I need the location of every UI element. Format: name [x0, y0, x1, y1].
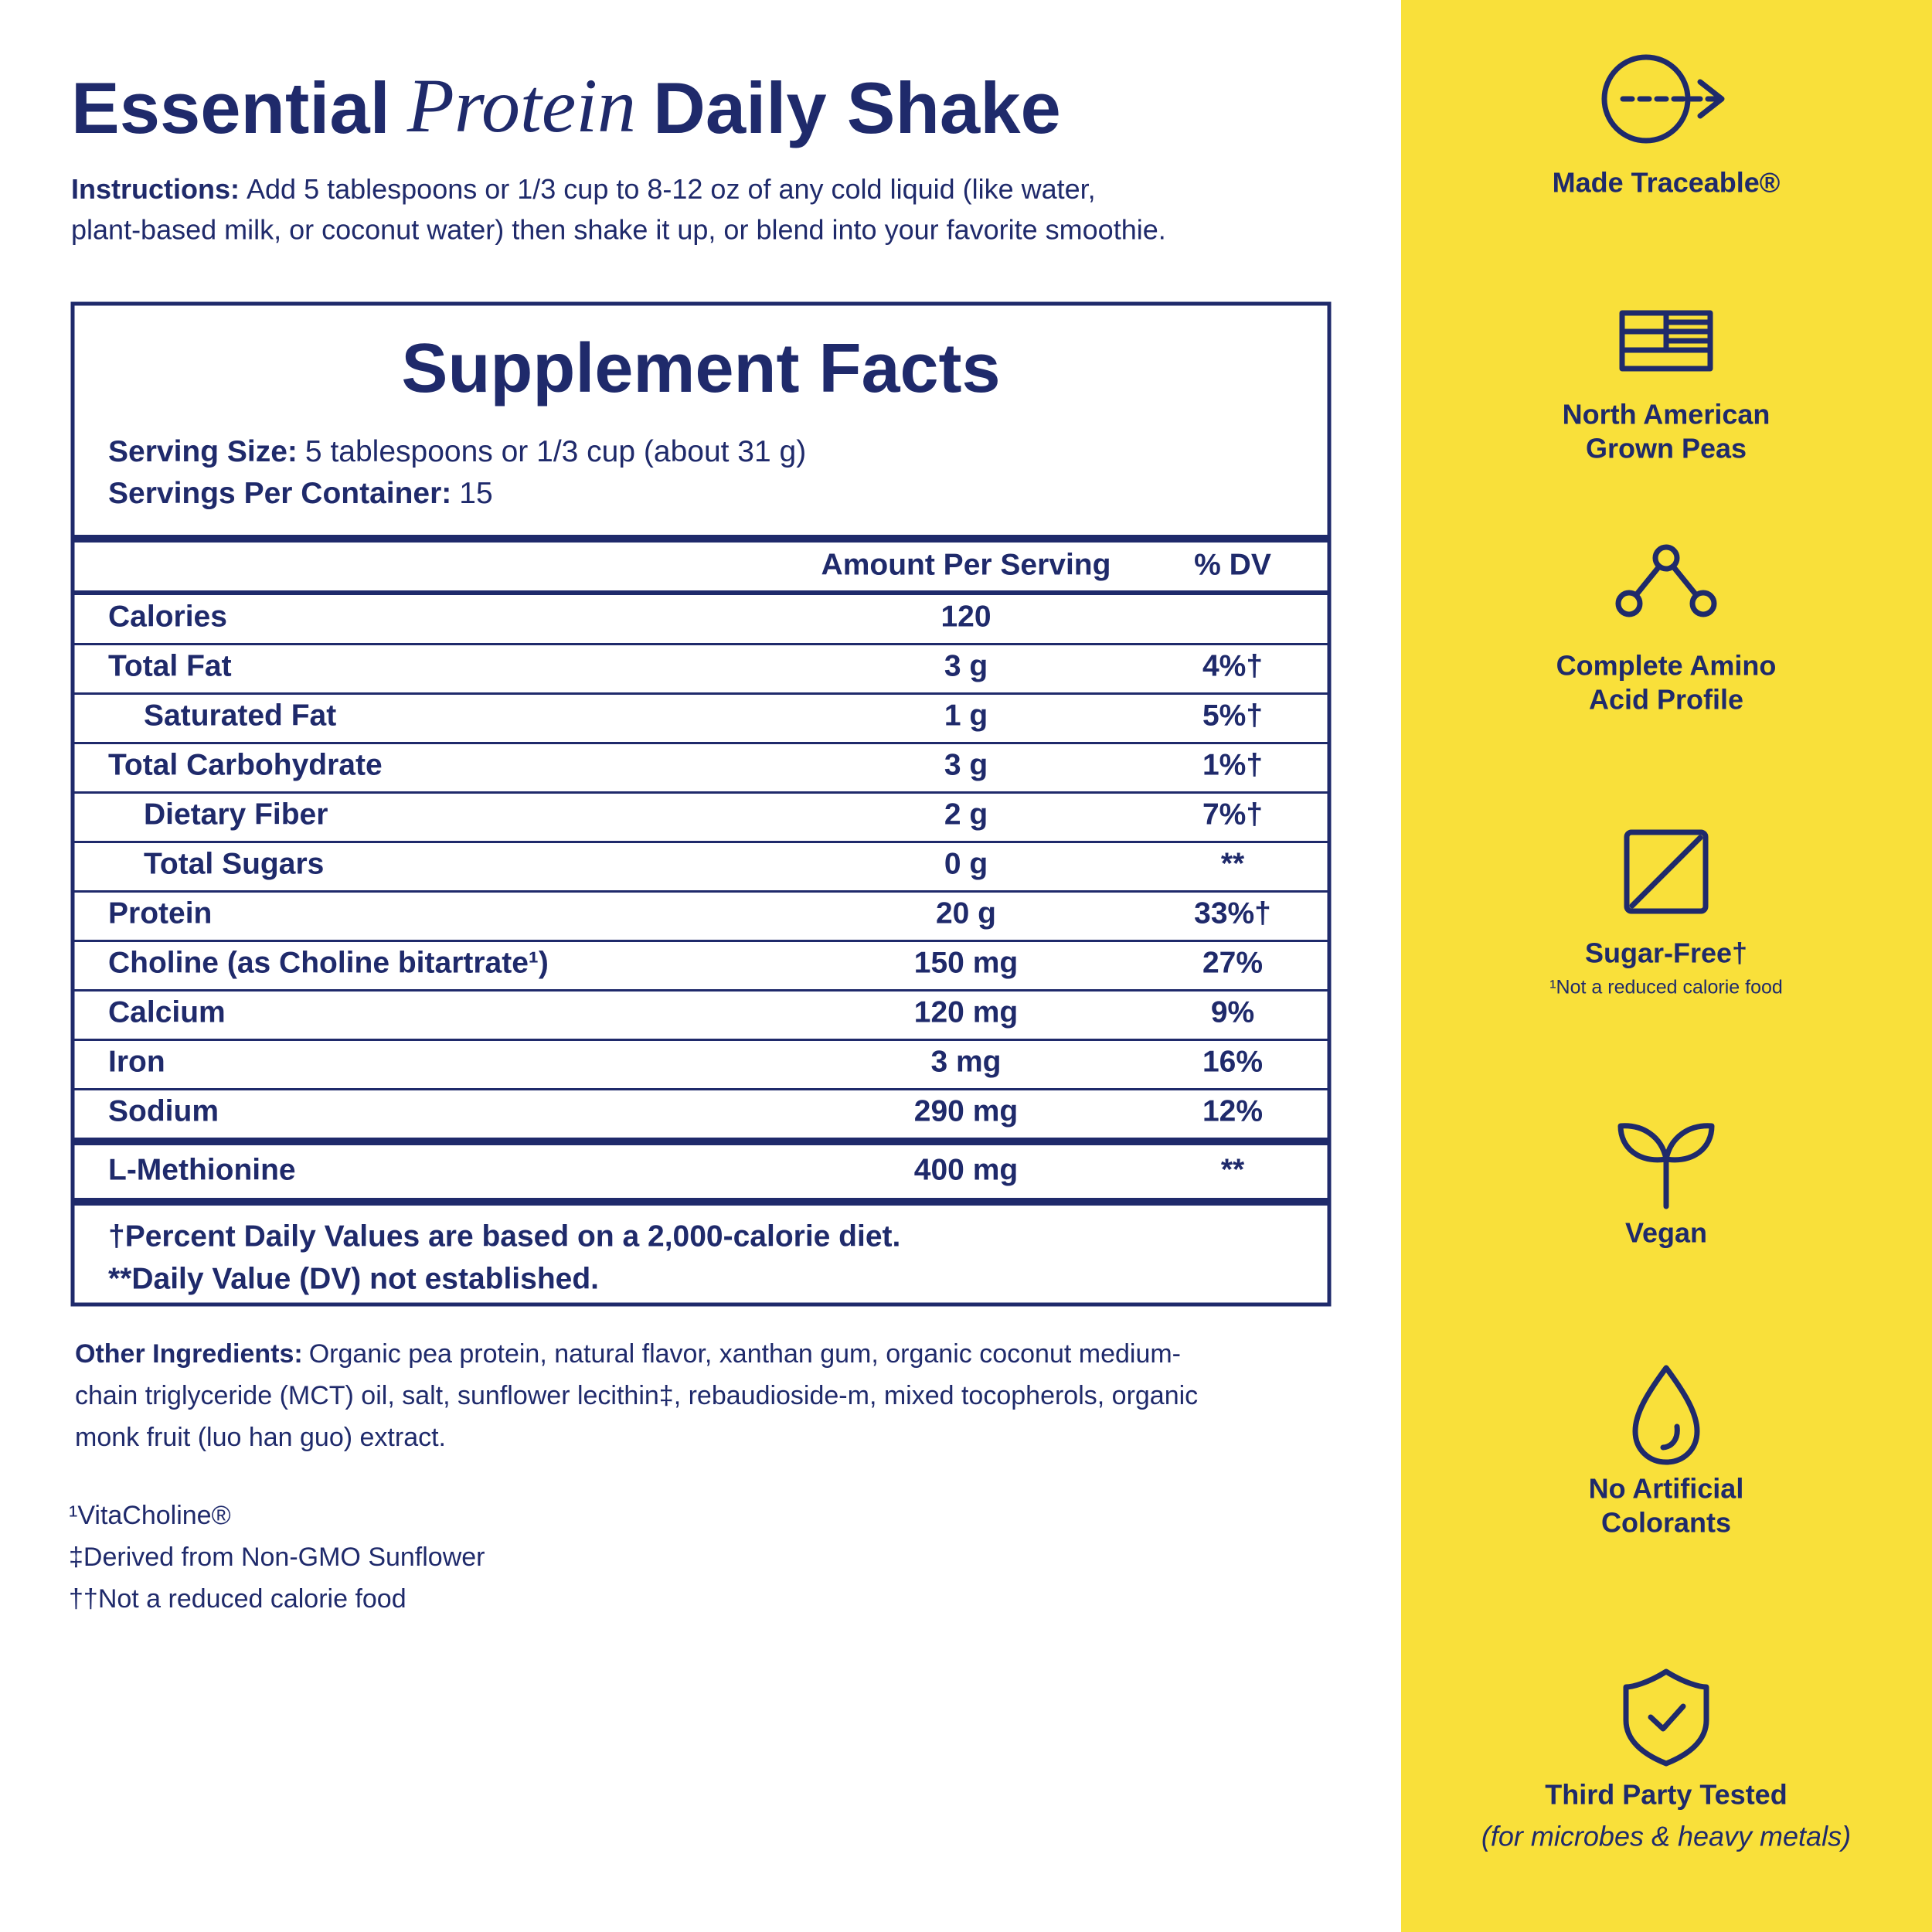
title-part: Essential: [71, 67, 390, 148]
row-rule: [73, 1088, 1329, 1090]
row-amount: 3 g: [944, 649, 988, 682]
row-amount: 120: [940, 600, 991, 633]
row-dv: 12%: [1202, 1094, 1263, 1128]
serving-size-value: 5 tablespoons or 1/3 cup (about 31 g): [305, 435, 806, 468]
column-header: Amount Per Serving: [821, 548, 1111, 581]
row-name: Calories: [108, 600, 227, 633]
row-amount: 0 g: [944, 847, 988, 880]
row-dv: 9%: [1211, 995, 1254, 1029]
row-dv: 27%: [1202, 946, 1263, 979]
row-amount: 400 mg: [914, 1153, 1018, 1186]
row-amount: 20 g: [936, 896, 996, 930]
row-rule: [73, 1039, 1329, 1041]
row-name: Iron: [108, 1045, 165, 1078]
badge-label: Sugar-Free†: [1585, 937, 1747, 969]
row-name: Protein: [108, 896, 212, 930]
icon-shield: [1623, 1668, 1709, 1767]
row-dv: 5%†: [1202, 699, 1263, 732]
row-name: Choline (as Choline bitartrate¹): [108, 946, 549, 979]
thick-rule: [73, 1198, 1329, 1206]
row-amount: 120 mg: [914, 995, 1018, 1029]
title-part: Daily Shake: [653, 67, 1061, 148]
ingredients-line: Other Ingredients: Organic pea protein, n…: [75, 1339, 1181, 1369]
badge-label: Grown Peas: [1586, 433, 1747, 464]
row-name: Total Carbohydrate: [108, 748, 383, 781]
badge-label: Complete Amino: [1556, 650, 1777, 682]
row-name: Dietary Fiber: [144, 798, 328, 831]
row-name: Total Sugars: [144, 847, 324, 880]
icon-vegan: [1617, 1123, 1715, 1209]
icon-amino: [1615, 544, 1717, 617]
servings: Servings Per Container: 15: [108, 477, 493, 510]
badge-label: Third Party Tested: [1545, 1779, 1787, 1811]
facts-footnote: **Daily Value (DV) not established.: [108, 1262, 599, 1295]
row-name: Saturated Fat: [144, 699, 336, 732]
row-name: Total Fat: [108, 649, 232, 682]
row-rule: [73, 841, 1329, 843]
title: Essential Protein Daily Shake: [71, 63, 1061, 148]
note: ‡Derived from Non-GMO Sunflower: [69, 1543, 485, 1572]
row-rule: [73, 643, 1329, 645]
servings-label: Servings Per Container:: [108, 477, 451, 510]
thick-rule: [73, 1138, 1329, 1145]
row-rule: [73, 940, 1329, 942]
row-rule: [73, 791, 1329, 794]
row-name: Sodium: [108, 1094, 219, 1128]
row-dv: 16%: [1202, 1045, 1263, 1078]
row-name: L-Methionine: [108, 1153, 296, 1186]
row-dv: 7%†: [1202, 798, 1263, 831]
instructions-line: plant-based milk, or coconut water) then…: [71, 214, 1166, 246]
row-rule: [73, 692, 1329, 695]
row-amount: 3 g: [944, 748, 988, 781]
row-rule: [73, 890, 1329, 893]
row-dv: 1%†: [1202, 748, 1263, 781]
icon-drop: [1632, 1365, 1700, 1465]
row-amount: 290 mg: [914, 1094, 1018, 1128]
row-rule: [73, 742, 1329, 744]
row-name: Calcium: [108, 995, 226, 1029]
note: ††Not a reduced calorie food: [69, 1584, 406, 1614]
instructions-label: Instructions:: [71, 173, 240, 205]
badge-label: Colorants: [1601, 1507, 1731, 1539]
instructions-text: Add 5 tablespoons or 1/3 cup to 8-12 oz …: [247, 173, 1096, 205]
row-rule: [73, 989, 1329, 992]
badge-label: No Artificial: [1589, 1473, 1744, 1505]
row-amount: 3 mg: [930, 1045, 1001, 1078]
title-part: Protein: [406, 63, 636, 148]
row-dv: 4%†: [1202, 649, 1263, 682]
row-amount: 150 mg: [914, 946, 1018, 979]
note: ¹VitaCholine®: [69, 1501, 231, 1530]
ingredients-text: Organic pea protein, natural flavor, xan…: [309, 1339, 1181, 1369]
icon-traceable: [1601, 54, 1725, 144]
icon-sugar-free: [1624, 829, 1709, 914]
ingredients-line: monk fruit (luo han guo) extract.: [75, 1423, 446, 1452]
badge-note: (for microbes & heavy metals): [1481, 1821, 1851, 1852]
badge-note: ¹Not a reduced calorie food: [1549, 977, 1783, 998]
badge-label: Acid Profile: [1589, 684, 1743, 716]
servings-value: 15: [459, 477, 492, 510]
facts-title: Supplement Facts: [401, 330, 1000, 407]
badge-label: Made Traceable®: [1553, 167, 1781, 199]
facts-box: [70, 301, 1332, 1307]
row-amount: 1 g: [944, 699, 988, 732]
row-amount: 2 g: [944, 798, 988, 831]
instructions-line: Instructions: Add 5 tablespoons or 1/3 cu…: [71, 173, 1096, 205]
serving-size-label: Serving Size:: [108, 435, 298, 468]
thick-rule: [73, 535, 1329, 543]
badge-label: North American: [1563, 399, 1770, 430]
row-dv: **: [1221, 1153, 1245, 1186]
column-header: % DV: [1194, 548, 1271, 581]
row-dv: **: [1221, 847, 1245, 880]
left-panel: [0, 0, 1401, 1932]
ingredients-line: chain triglyceride (MCT) oil, salt, sunf…: [75, 1381, 1198, 1410]
header-rule: [73, 590, 1329, 595]
serving-size: Serving Size: 5 tablespoons or 1/3 cup (a…: [108, 435, 806, 468]
icon-flag: [1619, 310, 1713, 372]
ingredients-label: Other Ingredients:: [75, 1339, 303, 1369]
facts-footnote: †Percent Daily Values are based on a 2,0…: [108, 1219, 900, 1253]
badge-label: Vegan: [1625, 1217, 1707, 1249]
row-dv: 33%†: [1194, 896, 1271, 930]
